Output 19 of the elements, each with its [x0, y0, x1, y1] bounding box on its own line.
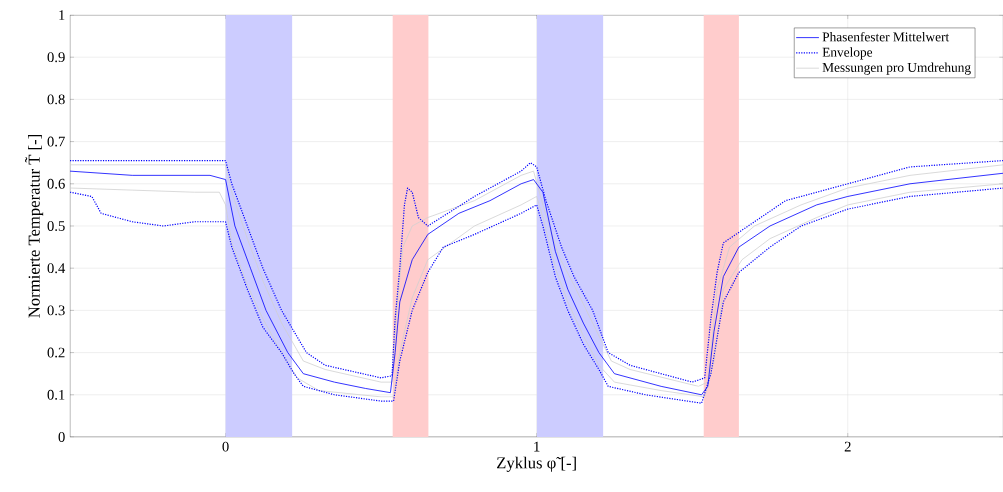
- legend-label: Envelope: [822, 47, 873, 60]
- y-tick-label: 0.4: [47, 263, 66, 274]
- legend-label: Phasenfester Mittelwert: [822, 31, 950, 42]
- y-axis-title: Normierte Temperatur T̃ [-]: [25, 135, 44, 318]
- y-tick-label: 0.8: [47, 94, 65, 105]
- y-tick-label: 0.6: [47, 178, 65, 189]
- y-tick-label: 0.1: [47, 389, 65, 400]
- x-axis-title: Zyklus φ̃ [-]: [497, 456, 576, 472]
- y-tick-label: 0.2: [47, 347, 65, 358]
- y-tick-label: 1: [59, 10, 65, 20]
- legend-label: Messungen pro Umdrehung: [822, 62, 971, 75]
- x-tick-label: 0: [222, 441, 229, 452]
- y-tick-label: 0.3: [47, 305, 65, 316]
- y-tick-label: 0: [58, 432, 65, 442]
- y-tick-label: 0.5: [47, 221, 65, 231]
- x-tick-label: 2: [844, 441, 851, 452]
- x-tick-label: 1: [534, 441, 540, 452]
- y-tick-label: 0.7: [47, 136, 65, 147]
- y-tick-label: 0.9: [47, 52, 65, 63]
